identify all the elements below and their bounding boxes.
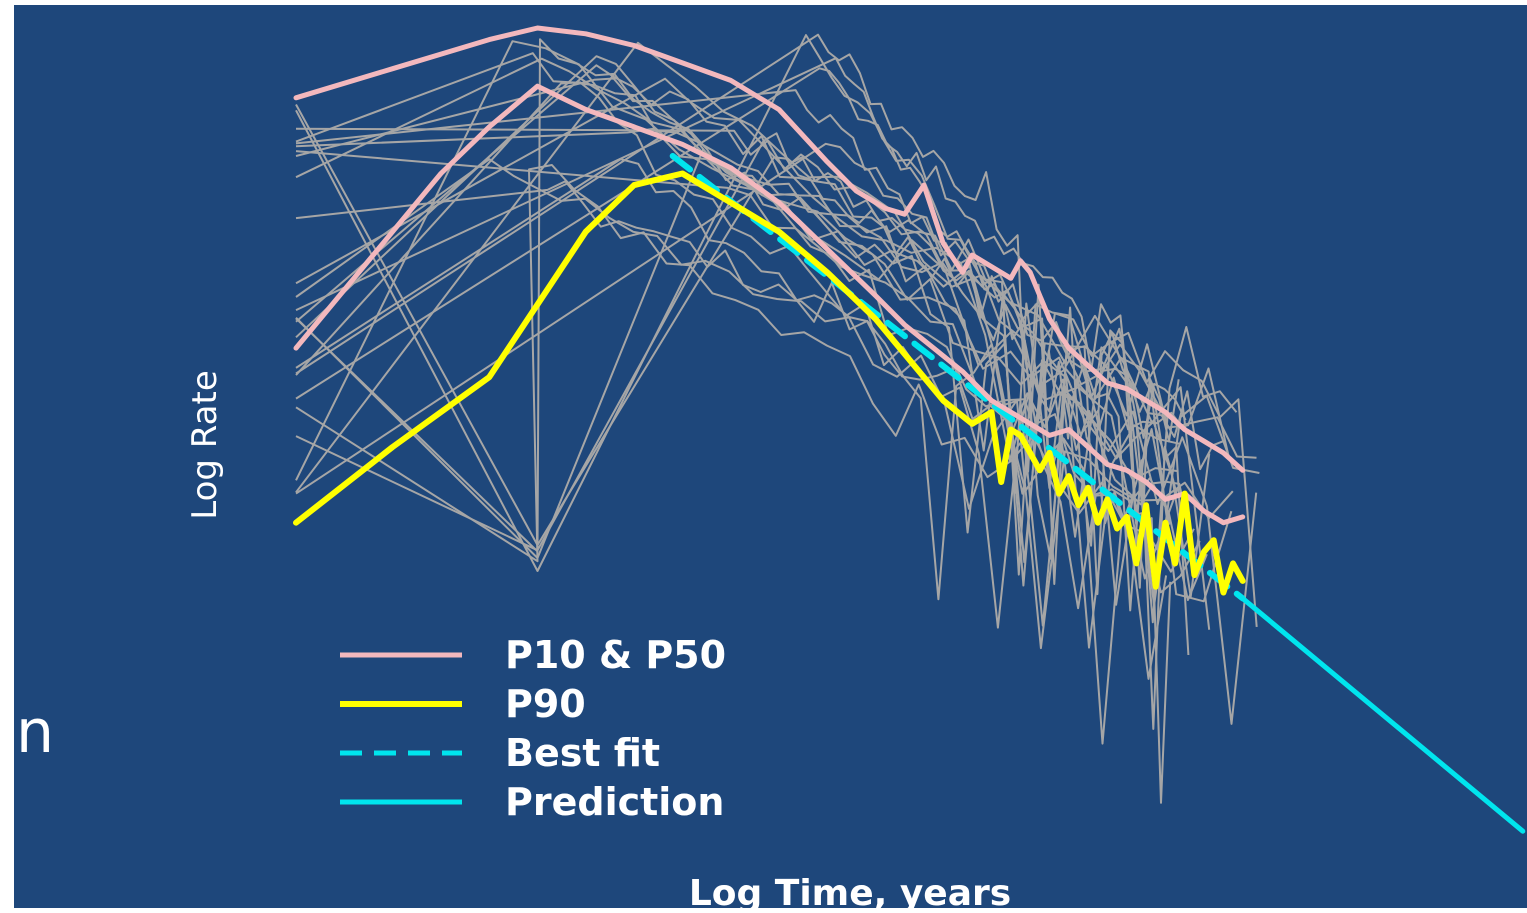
legend-label-p90: P90 (505, 682, 586, 726)
series-line-p10 (293, 25, 1246, 473)
left-text-fragment: n (16, 697, 54, 767)
series-line-p90 (293, 170, 1246, 596)
well-line (295, 180, 1171, 606)
well-lines-group (295, 33, 1260, 804)
well-line (295, 67, 1180, 589)
legend: P10 & P50 P90 Best fit Prediction (340, 633, 726, 824)
well-line (295, 158, 1234, 650)
well-line (295, 142, 1187, 495)
well-line (295, 148, 1181, 649)
well-line (295, 164, 1195, 573)
legend-label-prediction: Prediction (505, 780, 724, 824)
x-axis-label: Log Time, years (689, 873, 1011, 913)
well-line (295, 64, 1258, 627)
series-line-p50 (293, 83, 1246, 526)
well-line (295, 89, 1178, 730)
legend-label-best-fit: Best fit (505, 731, 660, 775)
well-line (295, 158, 1168, 680)
well-line (295, 38, 1211, 598)
series-line-pred (1240, 595, 1526, 834)
well-line (295, 77, 1257, 459)
well-line (295, 33, 1187, 547)
series-lines-group (293, 25, 1526, 834)
legend-label-p10-p50: P10 & P50 (505, 633, 726, 677)
y-axis-label: Log Rate (185, 370, 225, 520)
